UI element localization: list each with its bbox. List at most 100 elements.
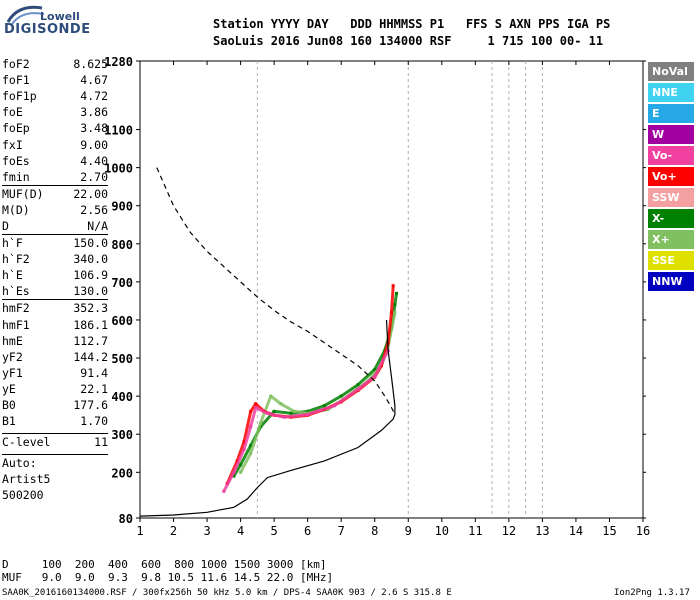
- param-name: MUF(D): [2, 186, 44, 201]
- param-value: 4.40: [80, 153, 108, 168]
- data-point: [332, 404, 336, 408]
- legend-item: SSW: [648, 188, 694, 207]
- data-point: [393, 303, 397, 307]
- legend-item: W: [648, 125, 694, 144]
- x-tick-label: 8: [371, 524, 378, 538]
- data-point: [289, 411, 293, 415]
- series-muf: [156, 167, 396, 415]
- param-name: M(D): [2, 202, 30, 217]
- y-tick-label: 1000: [104, 162, 133, 176]
- param-row: h`F2 340.0: [2, 251, 108, 267]
- param-value: 352.3: [73, 301, 108, 316]
- param-name: 500200: [2, 488, 44, 503]
- data-point: [249, 425, 253, 429]
- x-tick-label: 11: [468, 524, 482, 538]
- param-value: 112.7: [73, 333, 108, 348]
- data-point: [232, 474, 236, 478]
- x-tick-label: 12: [502, 524, 516, 538]
- param-name: foE: [2, 105, 23, 120]
- param-row: Artist5: [2, 471, 108, 487]
- data-point: [390, 310, 393, 314]
- param-value: 177.6: [73, 398, 108, 413]
- param-value: 340.0: [73, 252, 108, 267]
- param-name: h`F: [2, 236, 23, 251]
- param-value: 4.72: [80, 89, 108, 104]
- series-trace-vo-: [222, 349, 390, 493]
- param-name: h`Es: [2, 284, 30, 299]
- param-row: yE 22.1: [2, 381, 108, 397]
- y-tick-label: 1280: [104, 55, 133, 69]
- param-value: 4.67: [80, 73, 108, 88]
- footer-version: Ion2Png 1.3.17: [614, 588, 690, 598]
- param-row: B1 1.70: [2, 413, 108, 429]
- param-row: h`E 106.9: [2, 267, 108, 283]
- data-point: [322, 404, 326, 408]
- series-trace-x-: [232, 293, 398, 477]
- param-value: 2.56: [80, 202, 108, 217]
- y-tick-label: 1100: [104, 124, 133, 138]
- muf-row: MUF 9.0 9.0 9.3 9.8 10.5 11.6 14.5 22.0 …: [2, 571, 334, 584]
- x-tick-label: 9: [405, 524, 412, 538]
- param-row: h`Es 130.0: [2, 283, 108, 299]
- header-line-1: Station YYYY DAY DDD HHMMSS P1 FFS S AXN…: [213, 17, 611, 31]
- param-value: 22.1: [80, 381, 108, 396]
- header-line-2: SaoLuis 2016 Jun08 160 134000 RSF 1 715 …: [213, 34, 604, 48]
- param-name: yF2: [2, 349, 23, 364]
- param-value: 11: [94, 435, 108, 450]
- parameter-list: foF2 8.625 foF1 4.67 foF1p 4.72 foE 3.86 foEp 3.4…: [2, 56, 108, 504]
- data-point: [292, 409, 296, 413]
- param-row: fxI 9.00: [2, 136, 108, 152]
- param-row: foEs 4.40: [2, 153, 108, 169]
- param-value: 2.70: [80, 169, 108, 184]
- param-row: M(D) 2.56: [2, 202, 108, 218]
- param-name: h`F2: [2, 252, 30, 267]
- y-tick-label: 700: [111, 276, 133, 290]
- legend-item: NoVal: [648, 62, 694, 81]
- data-point: [249, 444, 253, 448]
- param-value: 3.86: [80, 105, 108, 120]
- legend-item: Vo-: [648, 146, 694, 165]
- param-value: 91.4: [80, 365, 108, 380]
- param-name: foF2: [2, 57, 30, 72]
- logo-lowell: Lowell: [40, 10, 80, 23]
- data-point: [249, 451, 253, 455]
- param-row: fmin 2.70: [2, 169, 108, 185]
- legend-item: E: [648, 104, 694, 123]
- y-tick-label: 200: [111, 466, 133, 480]
- data-point: [265, 411, 269, 415]
- data-point: [306, 412, 310, 416]
- param-value: N/A: [87, 218, 108, 233]
- y-tick-label: 80: [119, 512, 133, 526]
- ionogram-plot: 1 2 3 4 5 6 7 8 9 10 11 12 13 14 15 1680200300400500600…: [104, 55, 650, 538]
- y-tick-label: 500: [111, 352, 133, 366]
- data-point: [306, 409, 310, 413]
- param-row: foF2 8.625: [2, 56, 108, 72]
- data-point: [339, 394, 343, 398]
- param-row: D N/A: [2, 218, 108, 234]
- plot-frame: [139, 60, 644, 519]
- data-point: [242, 447, 246, 451]
- data-point: [222, 489, 226, 493]
- x-tick-label: 10: [435, 524, 449, 538]
- param-row: foE 3.86: [2, 104, 108, 120]
- data-point: [242, 440, 246, 444]
- param-name: foF1p: [2, 89, 37, 104]
- param-name: hmF2: [2, 301, 30, 316]
- param-value: 186.1: [73, 317, 108, 332]
- param-value: 130.0: [73, 284, 108, 299]
- param-name: B1: [2, 414, 16, 429]
- param-row: foF1p 4.72: [2, 88, 108, 104]
- param-value: 3.48: [80, 121, 108, 136]
- param-value: 1.70: [80, 414, 108, 429]
- data-point: [239, 463, 243, 467]
- data-point: [395, 291, 399, 295]
- param-value: 8.625: [73, 57, 108, 72]
- param-row: foF1 4.67: [2, 72, 108, 88]
- x-tick-label: 16: [636, 524, 650, 538]
- param-row: yF1 91.4: [2, 365, 108, 381]
- y-tick-label: 600: [111, 314, 133, 328]
- legend-item: SSE: [648, 251, 694, 270]
- data-point: [259, 421, 263, 425]
- distance-row: D 100 200 400 600 800 1000 1500 3000 [km…: [2, 558, 327, 571]
- x-tick-label: 4: [237, 524, 244, 538]
